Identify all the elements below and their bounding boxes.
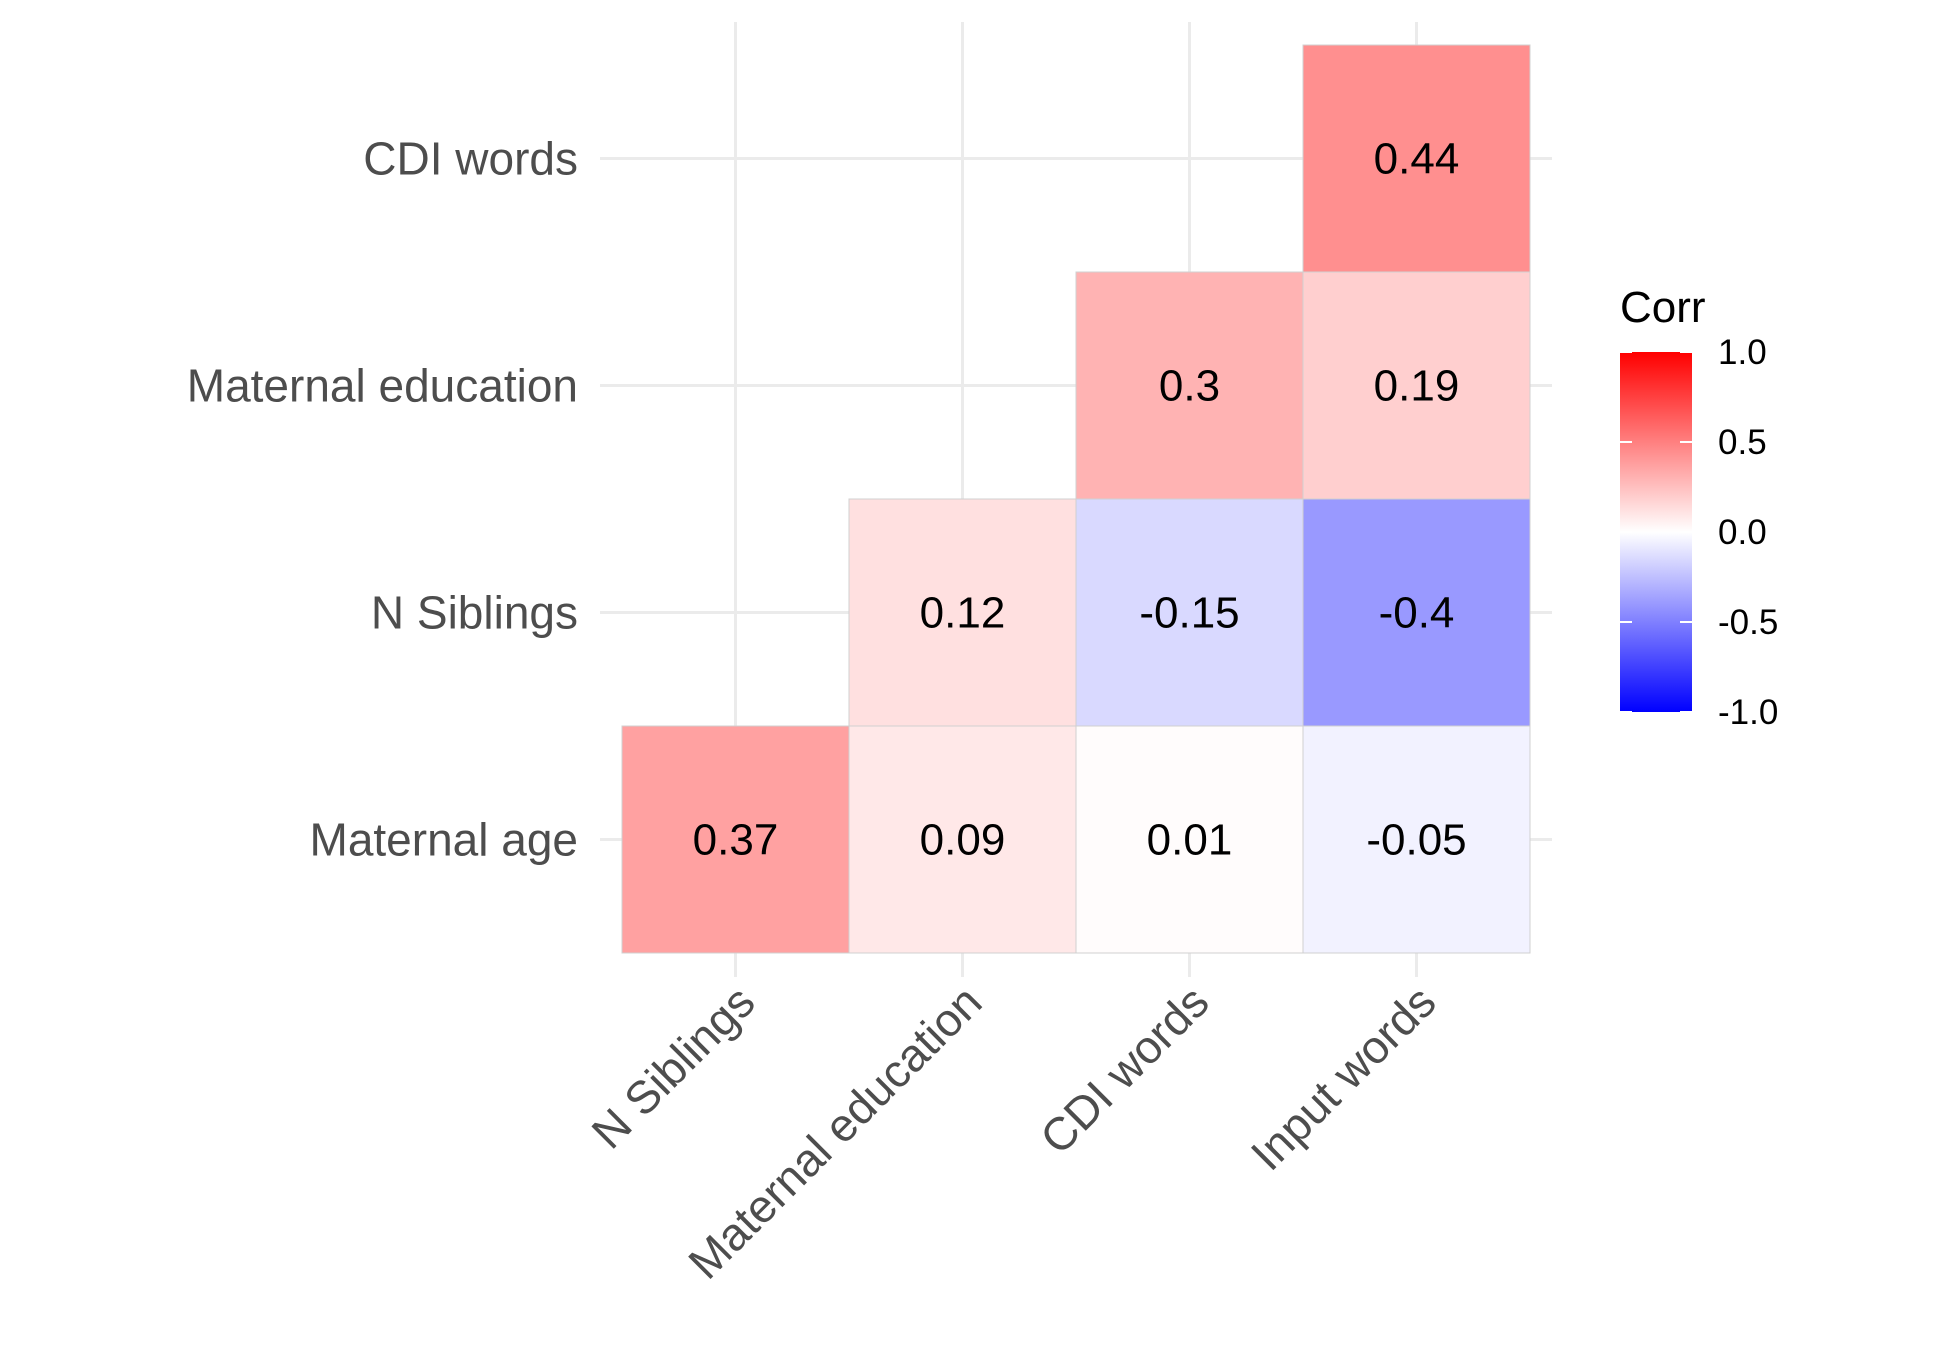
cell-value-label: -0.05	[1366, 816, 1466, 865]
cell-value-label: 0.37	[693, 816, 779, 865]
cell-value-label: -0.4	[1379, 589, 1455, 638]
cell-value-label: -0.15	[1139, 589, 1239, 638]
cell-value-label: 0.44	[1374, 135, 1460, 184]
cell-value-labels: 0.37 0.09 0.01 -0.05 0.12 -0.15 -0.4 0.3 0.19 0.4…	[693, 135, 1467, 865]
heatmap-cell	[848, 725, 1077, 954]
heatmap-cell	[621, 725, 850, 954]
y-tick-label: Maternal age	[310, 814, 579, 866]
x-tick-label: CDI words	[1030, 975, 1219, 1164]
heatmap-cell	[1075, 271, 1304, 500]
legend-tick-label: -1.0	[1718, 693, 1778, 732]
legend-tick-label: -0.5	[1718, 603, 1778, 642]
x-tick-label: Input words	[1241, 975, 1446, 1180]
legend-tick-label: 1.0	[1718, 333, 1767, 372]
y-axis: Maternal age N Siblings Maternal education…	[187, 133, 578, 866]
legend-tick-label: 0.5	[1718, 423, 1767, 462]
heatmap-cell	[1302, 725, 1531, 954]
x-tick-label: N Siblings	[581, 975, 764, 1158]
y-tick-label: CDI words	[363, 133, 578, 185]
cell-value-label: 0.09	[920, 816, 1006, 865]
legend-title: Corr	[1620, 283, 1706, 332]
y-tick-label: Maternal education	[187, 360, 578, 412]
cell-value-label: 0.19	[1374, 362, 1460, 411]
heatmap-cell	[1302, 44, 1531, 273]
cell-value-label: 0.01	[1147, 816, 1233, 865]
heatmap-cell	[1075, 498, 1304, 727]
cell-value-label: 0.12	[920, 589, 1006, 638]
heatmap-cells	[621, 44, 1531, 954]
y-tick-label: N Siblings	[371, 587, 578, 639]
heatmap-cell	[1302, 271, 1531, 500]
legend: Corr 1.0 0.5 0.0 -0.5 -1.0	[1620, 283, 1778, 732]
heatmap-cell	[1075, 725, 1304, 954]
legend-tick-label: 0.0	[1718, 513, 1767, 552]
cell-value-label: 0.3	[1159, 362, 1220, 411]
